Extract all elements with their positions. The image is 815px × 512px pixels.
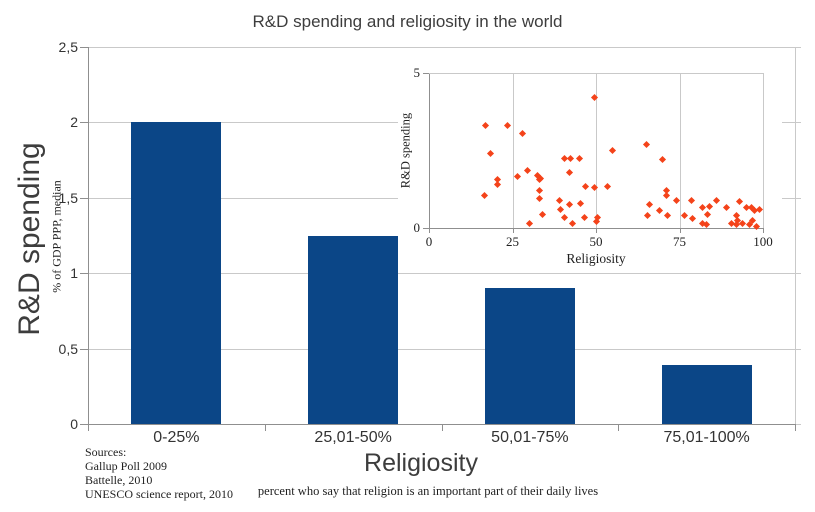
main-gridline	[88, 273, 795, 275]
inset-y-axis-tick	[423, 73, 429, 74]
main-right-tick	[795, 273, 801, 275]
main-y-axis-tick	[80, 197, 88, 199]
main-y-tick-label: 2	[70, 114, 78, 131]
main-gridline	[88, 348, 795, 350]
bar	[308, 235, 399, 424]
inset-plot-top-border	[429, 73, 764, 74]
main-right-tick	[795, 424, 801, 425]
sources-line: UNESCO science report, 2010	[85, 487, 233, 501]
main-right-tick	[795, 122, 801, 124]
category-label: 75,01-100%	[663, 429, 750, 446]
inset-x-axis-tick	[763, 228, 764, 233]
main-gridline	[88, 47, 795, 48]
category-label: 25,01-50%	[314, 429, 392, 446]
inset-gridline	[596, 73, 597, 228]
inset-x-axis-tick	[679, 228, 681, 233]
main-right-tick	[795, 47, 801, 48]
main-x-axis-tick	[618, 424, 620, 431]
inset-y-tick-label: 5	[413, 65, 421, 80]
chart-title: R&D spending and religiosity in the worl…	[252, 12, 563, 31]
inset-x-tick-label: 75	[673, 234, 686, 249]
main-right-tick	[795, 197, 801, 199]
inset-x-tick-label: 50	[589, 234, 603, 249]
sources-line: Sources:	[85, 445, 127, 459]
inset-y-axis-tick	[423, 228, 429, 229]
inset-gridline	[512, 73, 514, 228]
main-y-tick-label: 1	[70, 265, 78, 282]
main-y-tick-label: 0	[70, 416, 78, 432]
category-label: 0-25%	[153, 429, 200, 446]
main-y-axis-line	[88, 47, 89, 424]
main-plot-right-border	[795, 47, 796, 424]
sources-note: Sources: Gallup Poll 2009 Battelle, 2010…	[85, 445, 285, 501]
main-x-axis-tick	[264, 424, 266, 431]
bar	[131, 122, 222, 424]
main-x-axis-tick	[441, 424, 443, 431]
main-y-tick-label: 2,5	[58, 39, 78, 55]
main-right-tick	[795, 348, 801, 350]
main-y-axis-tick	[80, 47, 88, 48]
inset-x-axis-tick	[429, 228, 430, 233]
inset-x-tick-label: 100	[753, 234, 773, 249]
inset-y-tick-label: 0	[413, 220, 421, 235]
main-y-axis-tick	[80, 348, 88, 350]
inset-y-axis-title: R&D spending	[398, 112, 413, 189]
inset-x-axis-title: Religiosity	[566, 251, 626, 266]
category-label: 50,01-75%	[491, 429, 569, 446]
main-x-axis-subtitle: percent who say that religion is an impo…	[257, 484, 599, 498]
main-y-axis-subtitle: % of GDP PPP, median	[49, 180, 64, 293]
bar	[484, 288, 575, 424]
inset-x-axis-line	[429, 228, 764, 229]
main-y-tick-label: 1,5	[58, 189, 78, 206]
main-y-tick-label: 0,5	[58, 340, 78, 357]
main-y-axis-tick	[80, 424, 88, 425]
main-x-axis-tick	[88, 424, 89, 431]
main-y-axis-tick	[80, 273, 88, 275]
main-x-axis-title: Religiosity	[364, 449, 478, 477]
inset-gridline	[679, 73, 681, 228]
sources-line: Gallup Poll 2009	[85, 459, 168, 473]
inset-x-axis-tick	[512, 228, 514, 233]
main-x-axis-tick	[795, 424, 796, 431]
inset-x-tick-label: 25	[506, 234, 519, 249]
sources-line: Battelle, 2010	[85, 473, 153, 487]
main-y-axis-tick	[80, 122, 88, 124]
inset-plot-right-border	[763, 73, 764, 228]
inset-x-axis-tick	[596, 228, 597, 233]
bar	[661, 365, 752, 424]
inset-background	[398, 57, 782, 270]
inset-y-axis-line	[429, 73, 430, 228]
inset-x-tick-label: 0	[425, 234, 433, 249]
